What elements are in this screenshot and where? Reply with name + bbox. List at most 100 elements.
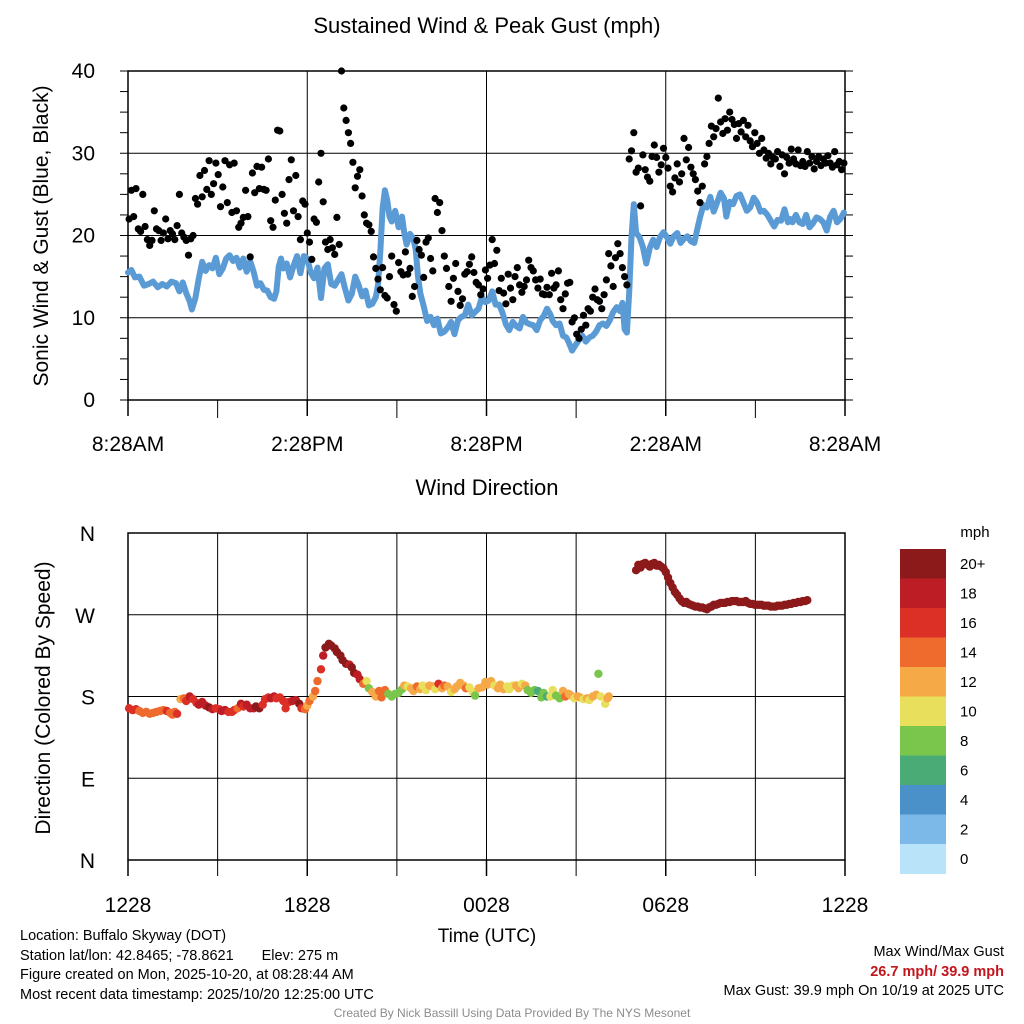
direction-point <box>316 665 326 674</box>
credit-line: Created By Nick Bassill Using Data Provi… <box>333 1006 691 1020</box>
peak-gust-point <box>767 160 775 168</box>
peak-gust-point <box>335 240 343 249</box>
recent-data-timestamp: Most recent data timestamp: 2025/10/20 1… <box>20 986 374 1003</box>
peak-gust-point <box>203 185 211 193</box>
peak-gust-point <box>212 159 220 167</box>
peak-gust-point <box>764 149 773 157</box>
peak-gust-point <box>689 170 697 178</box>
direction-y-tick-label: E <box>81 768 95 791</box>
peak-gust-point <box>308 255 316 263</box>
peak-gust-point <box>200 166 209 175</box>
colorbar-swatch <box>900 637 946 668</box>
wind-chart-y-tick-labels: 0 10 20 30 40 <box>72 60 95 412</box>
peak-gust-point <box>442 264 451 272</box>
direction-point <box>604 692 613 701</box>
peak-gust-point <box>607 262 615 270</box>
peak-gust-point <box>659 144 668 152</box>
peak-gust-point <box>479 285 487 293</box>
peak-gust-point <box>611 254 620 262</box>
peak-gust-point <box>385 273 394 281</box>
peak-gust-point <box>470 268 478 277</box>
colorbar-unit-label: mph <box>960 524 989 541</box>
peak-gust-point <box>655 168 663 176</box>
peak-gust-point <box>484 274 492 282</box>
peak-gust-point <box>312 218 320 226</box>
direction-point <box>596 692 605 701</box>
wind-chart-ticks <box>120 70 853 418</box>
peak-gust-point <box>417 251 425 259</box>
peak-gust-point <box>283 219 291 227</box>
peak-gust-point <box>696 199 704 207</box>
peak-gust-point <box>566 278 574 286</box>
colorbar-label: 18 <box>960 586 977 603</box>
direction-x-tick-label: 0028 <box>463 894 510 917</box>
peak-gust-point <box>525 256 533 264</box>
colorbar-label: 4 <box>960 792 968 809</box>
peak-gust-point <box>509 296 517 304</box>
peak-gust-point <box>726 108 734 116</box>
wind-y-tick-label: 30 <box>72 142 95 165</box>
peak-gust-point <box>246 253 254 261</box>
colorbar-swatch <box>900 696 946 727</box>
peak-gust-point <box>431 194 439 203</box>
peak-gust-point <box>744 121 752 129</box>
peak-gust-point <box>810 165 818 173</box>
direction-y-tick-label: N <box>80 850 95 873</box>
peak-gust-point <box>468 253 476 261</box>
peak-gust-point <box>646 177 654 185</box>
peak-gust-point <box>623 281 631 289</box>
peak-gust-point <box>216 203 225 211</box>
colorbar-swatch <box>900 785 946 815</box>
wind-y-tick-label: 40 <box>72 60 95 83</box>
peak-gust-point <box>666 182 674 190</box>
direction-point <box>594 669 603 678</box>
peak-gust-point <box>513 264 521 272</box>
sustained-wind-series <box>125 187 847 354</box>
peak-gust-point <box>390 301 398 309</box>
peak-gust-point <box>344 129 352 137</box>
direction-point <box>172 709 182 718</box>
peak-gust-point <box>452 259 460 268</box>
peak-gust-point <box>276 127 284 135</box>
peak-gust-point <box>248 169 256 177</box>
direction-x-tick-label: 1228 <box>822 894 869 917</box>
direction-point <box>803 596 812 605</box>
peak-gust-point <box>705 139 713 147</box>
peak-gust-point <box>621 273 629 281</box>
peak-gust-point <box>678 170 686 178</box>
peak-gust-point <box>746 137 754 145</box>
peak-gust-point <box>221 157 229 165</box>
peak-gust-point <box>445 282 453 291</box>
direction-chart-grid <box>127 532 846 876</box>
peak-gust-point <box>625 155 633 163</box>
peak-gust-point <box>349 158 357 166</box>
peak-gust-point <box>333 213 341 221</box>
colorbar-label: 0 <box>960 851 968 868</box>
peak-gust-point <box>536 275 544 283</box>
peak-gust-point <box>776 162 784 170</box>
peak-gust-point <box>404 270 412 278</box>
speed-colorbar: mph 20+ 18 16 14 12 10 8 6 4 2 0 <box>900 524 990 874</box>
peak-gust-point <box>305 238 314 246</box>
wind-x-tick-label: 8:28PM <box>450 433 522 456</box>
peak-gust-point <box>605 250 613 258</box>
peak-gust-point <box>411 282 419 291</box>
peak-gust-point <box>132 185 140 193</box>
peak-gust-point <box>783 153 791 161</box>
peak-gust-point <box>497 274 505 282</box>
peak-gust-point <box>383 294 391 302</box>
peak-gust-point <box>447 297 455 305</box>
direction-chart-y-tick-labels: N E S W N <box>75 523 95 873</box>
colorbar-label: 16 <box>960 615 977 632</box>
wind-x-tick-label: 8:28AM <box>92 433 164 456</box>
colorbar-label: 12 <box>960 674 977 691</box>
peak-gust-point <box>753 139 761 147</box>
wind-chart-title: Sustained Wind & Peak Gust (mph) <box>313 13 660 38</box>
peak-gust-point <box>317 149 325 157</box>
peak-gust-point <box>372 264 380 272</box>
wind-x-tick-label: 2:28AM <box>630 433 702 456</box>
wind-y-tick-label: 10 <box>72 307 95 330</box>
peak-gust-point <box>490 259 499 268</box>
colorbar-label: 10 <box>960 704 977 721</box>
peak-gust-point <box>328 244 336 252</box>
